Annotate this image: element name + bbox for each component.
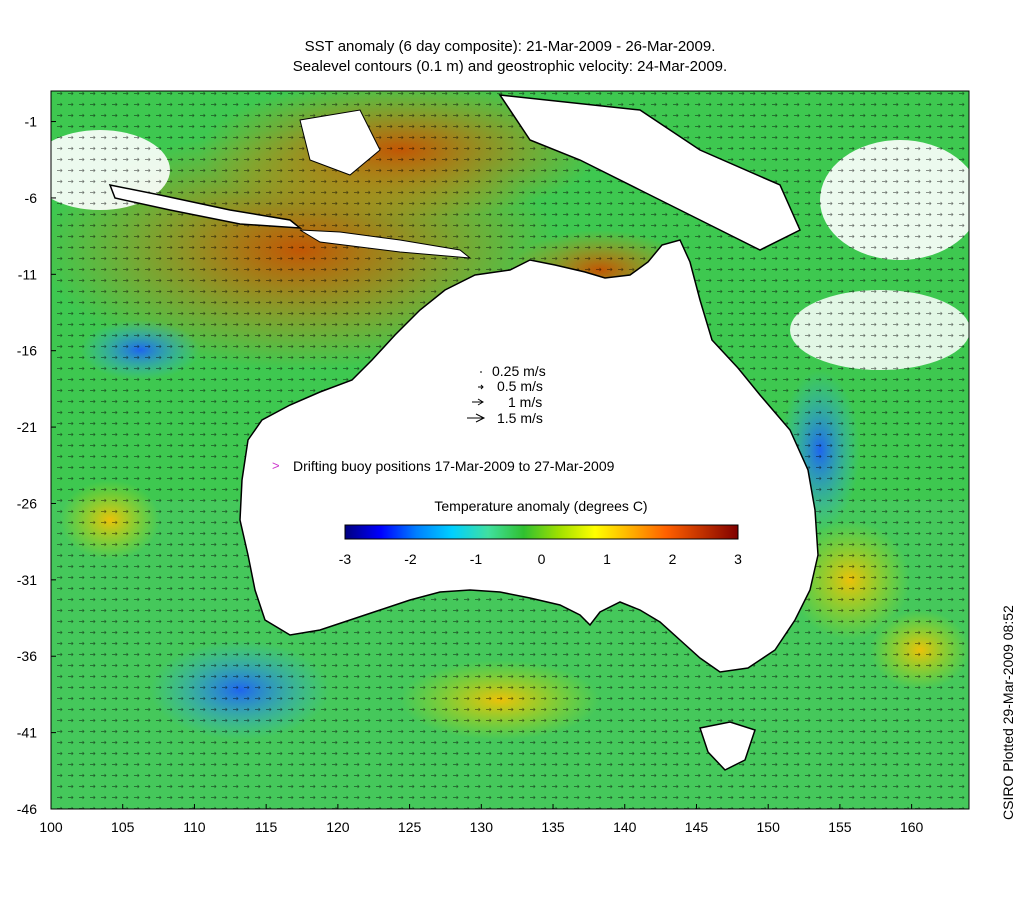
x-tick-label: 105 — [111, 819, 135, 835]
velocity-label-0-5: 0.5 m/s — [497, 378, 543, 394]
x-tick-label: 110 — [183, 819, 206, 835]
colorbar-title: Temperature anomaly (degrees C) — [434, 498, 647, 514]
y-axis: -1 -6 -11 -16 -21 -26 -31 -36 -41 -46 — [17, 114, 56, 817]
velocity-arrow-1 — [472, 398, 484, 406]
y-tick-label: -11 — [18, 266, 37, 282]
y-tick-label: -31 — [17, 572, 37, 588]
colorbar-tick-label: 0 — [538, 551, 546, 567]
australia-landmass — [239, 239, 819, 673]
buoy-legend-label: Drifting buoy positions 17-Mar-2009 to 2… — [293, 458, 615, 474]
colorbar-scale — [344, 524, 739, 540]
x-tick-label: 135 — [541, 819, 565, 835]
x-tick-label: 100 — [39, 819, 63, 835]
buoy-legend: > Drifting buoy positions 17-Mar-2009 to… — [272, 458, 615, 474]
x-tick-label: 120 — [326, 819, 350, 835]
velocity-label-0-25: 0.25 m/s — [492, 363, 546, 379]
colorbar-tick-label: 3 — [734, 551, 742, 567]
chart-title-line-1: SST anomaly (6 day composite): 21-Mar-20… — [304, 38, 716, 55]
chart-title-line-2: Sealevel contours (0.1 m) and geostrophi… — [292, 58, 728, 75]
y-tick-label: -26 — [17, 495, 37, 511]
colorbar-tick-label: 2 — [669, 551, 677, 567]
y-tick-label: -21 — [17, 419, 37, 435]
new-guinea — [498, 94, 801, 251]
x-tick-label: 155 — [828, 819, 852, 835]
velocity-label-1-5: 1.5 m/s — [497, 410, 543, 426]
credit-text: CSIRO Plotted 29-Mar-2009 08:52 — [1000, 605, 1016, 820]
y-tick-label: -16 — [17, 343, 37, 359]
buoy-marker-icon: > — [272, 458, 280, 473]
velocity-arrow-0-5 — [478, 384, 484, 390]
x-tick-label: 130 — [470, 819, 494, 835]
y-tick-label: -1 — [25, 114, 38, 130]
y-tick-label: -46 — [17, 801, 37, 817]
colorbar-tick-label: 1 — [603, 551, 611, 567]
x-tick-label: 140 — [613, 819, 637, 835]
tasmania — [699, 721, 756, 771]
colorbar-tick-label: -2 — [404, 551, 417, 567]
x-axis: 100 105 110 115 120 125 130 135 140 145 150 155 160 — [39, 804, 924, 835]
colorbar-tick-label: -1 — [470, 551, 483, 567]
y-tick-label: -41 — [17, 725, 37, 741]
y-tick-label: -36 — [17, 648, 37, 664]
sst-anomaly-field — [51, 91, 969, 809]
y-tick-label: -6 — [25, 190, 38, 206]
velocity-legend: 0.25 m/s 0.5 m/s 1 m/s 1.5 m/s — [467, 363, 546, 426]
x-tick-label: 115 — [255, 819, 278, 835]
x-tick-label: 125 — [398, 819, 422, 835]
x-tick-label: 150 — [757, 819, 781, 835]
velocity-arrow-1-5 — [467, 413, 486, 423]
velocity-label-1: 1 m/s — [508, 394, 542, 410]
colorbar-tick-label: -3 — [339, 551, 352, 567]
x-tick-label: 160 — [900, 819, 924, 835]
colorbar: Temperature anomaly (degrees C) -3 -2 -1 0 1… — [339, 498, 742, 567]
x-tick-label: 145 — [685, 819, 709, 835]
map-frame — [50, 90, 970, 810]
